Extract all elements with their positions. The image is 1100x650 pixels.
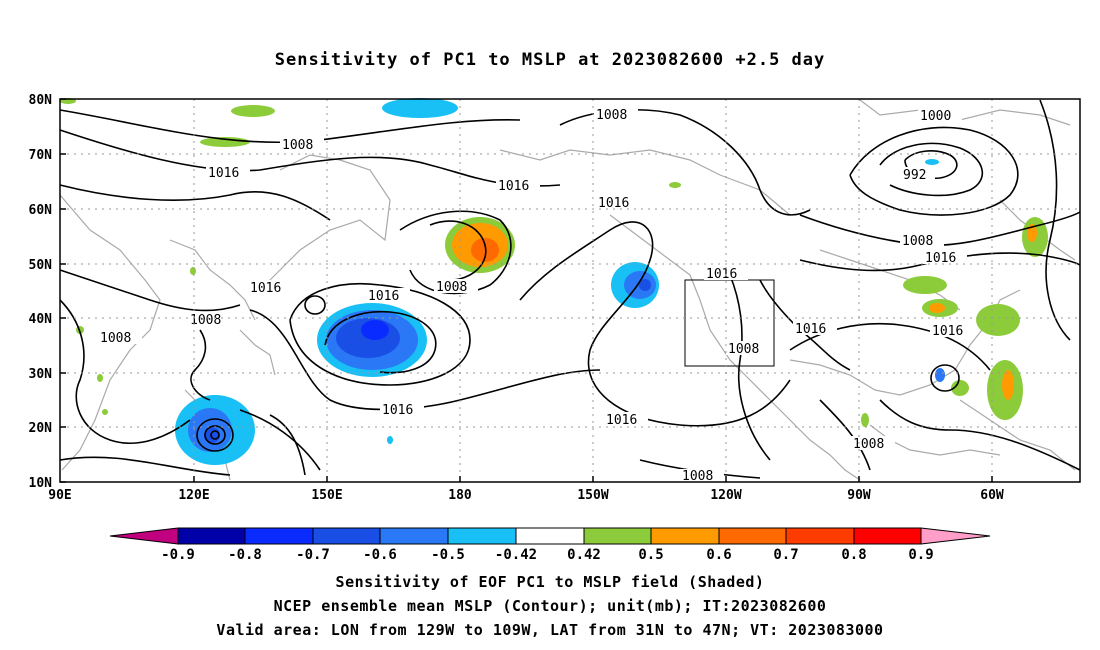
sensitivity-shading bbox=[60, 98, 1048, 465]
contour-label: 1016 bbox=[925, 251, 956, 266]
colorbar-label: -0.6 bbox=[363, 547, 397, 563]
colorbar-label: 0.8 bbox=[841, 547, 866, 563]
contour-label: 1016 bbox=[706, 267, 737, 282]
contour-label: 1008 bbox=[282, 138, 313, 153]
colorbar-label: 0.7 bbox=[773, 547, 798, 563]
colorbar-segment bbox=[245, 528, 313, 544]
caption-line-1: Sensitivity of EOF PC1 to MSLP field (Sh… bbox=[335, 573, 765, 591]
lon-label: 150E bbox=[311, 488, 342, 503]
longitude-labels: 90E 120E 150E 180 150W 120W 90W 60W bbox=[48, 488, 1004, 503]
latitude-labels: 80N 70N 60N 50N 40N 30N 20N 10N bbox=[29, 93, 53, 491]
colorbar-label: -0.9 bbox=[161, 547, 195, 563]
map-frame bbox=[59, 98, 1081, 483]
contour-label: 1016 bbox=[382, 403, 413, 418]
colorbar-segment bbox=[516, 528, 584, 544]
map-title: Sensitivity of PC1 to MSLP at 2023082600… bbox=[274, 50, 826, 70]
map-panel: 1008 1016 1008 1016 1008 1016 1016 1008 … bbox=[29, 93, 1081, 503]
lon-label: 90W bbox=[847, 488, 871, 503]
contour-label: 1016 bbox=[208, 166, 239, 181]
contour-label: 1016 bbox=[498, 179, 529, 194]
lat-label: 10N bbox=[29, 476, 53, 491]
lon-label: 150W bbox=[577, 488, 608, 503]
colorbar-label: -0.7 bbox=[296, 547, 330, 563]
colorbar-segment bbox=[584, 528, 651, 544]
tick-marks bbox=[60, 98, 993, 483]
colorbar-segment bbox=[786, 528, 854, 544]
colorbar: -0.9 -0.8 -0.7 -0.6 -0.5 -0.42 0.42 0.5 … bbox=[109, 527, 991, 563]
contour-label: 1008 bbox=[100, 331, 131, 346]
grid-lines bbox=[60, 99, 1080, 482]
colorbar-segment bbox=[380, 528, 448, 544]
contour-label: 1008 bbox=[596, 108, 627, 123]
contour-label: 1008 bbox=[682, 469, 713, 484]
contour-label: 1016 bbox=[795, 322, 826, 337]
colorbar-segment bbox=[448, 528, 516, 544]
lon-label: 60W bbox=[980, 488, 1004, 503]
colorbar-segment bbox=[719, 528, 786, 544]
contour-labels: 1008 1016 1008 1016 1008 1016 1016 1008 … bbox=[98, 107, 974, 484]
contour-label: 1016 bbox=[598, 196, 629, 211]
colorbar-segment bbox=[651, 528, 719, 544]
contour-label: 1008 bbox=[902, 234, 933, 249]
contour-label: 992 bbox=[903, 168, 926, 183]
caption-line-2: NCEP ensemble mean MSLP (Contour); unit(… bbox=[273, 597, 827, 615]
lat-label: 40N bbox=[29, 312, 53, 327]
lon-label: 120E bbox=[178, 488, 209, 503]
lon-label: 180 bbox=[448, 488, 472, 503]
lat-label: 30N bbox=[29, 367, 53, 382]
colorbar-segment bbox=[178, 528, 245, 544]
lat-label: 80N bbox=[29, 93, 53, 108]
contour-label: 1008 bbox=[190, 313, 221, 328]
contour-label: 1000 bbox=[920, 109, 951, 124]
colorbar-right-arrow bbox=[921, 528, 990, 544]
colorbar-label: 0.5 bbox=[638, 547, 663, 563]
contour-label: 1008 bbox=[853, 437, 884, 452]
contour-label: 1016 bbox=[250, 281, 281, 296]
colorbar-segment bbox=[854, 528, 921, 544]
colorbar-label: 0.6 bbox=[706, 547, 731, 563]
colorbar-label: -0.42 bbox=[495, 547, 537, 563]
lat-label: 70N bbox=[29, 148, 53, 163]
lon-label: 120W bbox=[710, 488, 741, 503]
contour-label: 1016 bbox=[368, 289, 399, 304]
lon-label: 90E bbox=[48, 488, 71, 503]
colorbar-segment bbox=[313, 528, 380, 544]
caption-line-3: Valid area: LON from 129W to 109W, LAT f… bbox=[216, 621, 884, 639]
contour-label: 1016 bbox=[932, 324, 963, 339]
colorbar-label: 0.9 bbox=[908, 547, 933, 563]
contour-label: 1008 bbox=[436, 280, 467, 295]
lat-label: 60N bbox=[29, 203, 53, 218]
lat-label: 50N bbox=[29, 258, 53, 273]
contour-label: 1016 bbox=[606, 413, 637, 428]
colorbar-label: -0.5 bbox=[431, 547, 465, 563]
lat-label: 20N bbox=[29, 421, 53, 436]
colorbar-labels: -0.9 -0.8 -0.7 -0.6 -0.5 -0.42 0.42 0.5 … bbox=[161, 547, 934, 563]
contour-label: 1008 bbox=[728, 342, 759, 357]
colorbar-left-arrow bbox=[110, 528, 178, 544]
colorbar-label: -0.8 bbox=[228, 547, 262, 563]
colorbar-label: 0.42 bbox=[567, 547, 601, 563]
